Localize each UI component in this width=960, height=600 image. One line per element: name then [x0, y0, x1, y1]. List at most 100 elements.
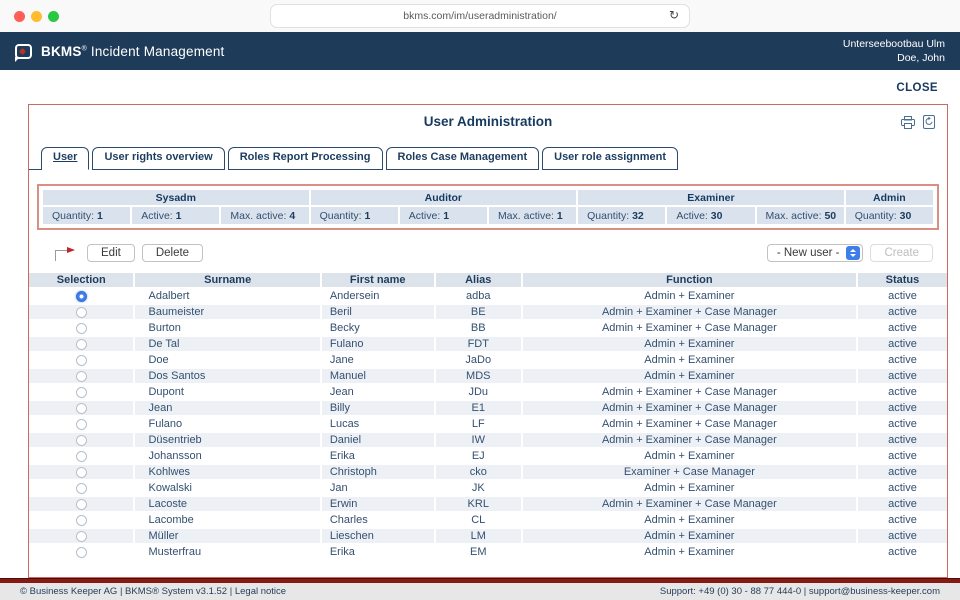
address-bar[interactable]: bkms.com/im/useradministration/ ↻ — [270, 4, 690, 28]
cell-function: Admin + Examiner + Case Manager — [522, 321, 858, 337]
tab-roles-report-processing[interactable]: Roles Report Processing — [227, 147, 383, 170]
table-row: Kohlwes Christoph cko Examiner + Case Ma… — [29, 465, 947, 481]
cell-first-name: Lucas — [321, 417, 436, 433]
cell-status: active — [857, 385, 947, 401]
cell-status: active — [857, 353, 947, 369]
export-document-icon[interactable] — [923, 115, 935, 129]
window-zoom-button[interactable] — [48, 10, 59, 22]
cell-status: active — [857, 481, 947, 497]
tab-user[interactable]: User — [41, 147, 90, 170]
cell-function: Admin + Examiner — [522, 529, 858, 545]
delete-button[interactable]: Delete — [141, 244, 204, 262]
cell-first-name: Andersein — [321, 289, 436, 305]
radio-button[interactable] — [75, 514, 87, 526]
stats-cell: Active: 1 — [132, 207, 220, 224]
role-statistics: Sysadm Auditor Examiner Admin Quantity: 1 Ac… — [37, 184, 939, 230]
radio-button[interactable] — [75, 322, 87, 334]
window-minimize-button[interactable] — [31, 10, 42, 22]
table-row: Burton Becky BB Admin + Examiner + Case … — [29, 321, 947, 337]
cell-surname: Lacoste — [135, 497, 322, 513]
edit-button[interactable]: Edit — [87, 244, 135, 262]
close-button[interactable]: CLOSE — [896, 82, 938, 94]
cell-alias: FDT — [435, 337, 523, 353]
cell-status: active — [857, 401, 947, 417]
new-user-select[interactable]: - New user - — [766, 244, 864, 262]
cell-selection — [29, 433, 136, 449]
cell-surname: Fulano — [135, 417, 322, 433]
cell-function: Examiner + Case Manager — [522, 465, 858, 481]
radio-button[interactable] — [75, 482, 87, 494]
cell-alias: BE — [435, 305, 523, 321]
tab-label: User role assignment — [554, 151, 666, 163]
tab-label: Roles Report Processing — [239, 151, 371, 163]
jump-arrow-icon — [55, 246, 77, 261]
user-administration-panel: User Administration User User rights over… — [28, 104, 948, 578]
radio-button[interactable] — [75, 418, 87, 430]
table-row: Johansson Erika EJ Admin + Examiner acti… — [29, 449, 947, 465]
cell-surname: Burton — [135, 321, 322, 337]
cell-surname: Dos Santos — [135, 369, 322, 385]
cell-function: Admin + Examiner + Case Manager — [522, 417, 858, 433]
window-close-button[interactable] — [14, 10, 25, 22]
footer-support: Support: +49 (0) 30 - 88 77 444-0 | supp… — [659, 586, 940, 597]
cell-function: Admin + Examiner + Case Manager — [522, 497, 858, 513]
table-header-row: Selection Surname First name Alias Funct… — [29, 273, 947, 289]
radio-button[interactable] — [75, 498, 87, 510]
cell-surname: Baumeister — [135, 305, 322, 321]
new-user-select-value: - New user - — [776, 247, 840, 259]
app-header: BKMS® Incident Management Unterseebootba… — [0, 32, 960, 70]
cell-first-name: Erika — [321, 545, 436, 561]
radio-button[interactable] — [75, 530, 87, 542]
cell-surname: Kowalski — [135, 481, 322, 497]
print-icon[interactable] — [901, 115, 915, 129]
stats-role-header: Sysadm — [43, 190, 309, 205]
radio-button[interactable] — [75, 466, 87, 478]
panel-actions — [901, 115, 935, 129]
table-row: De Tal Fulano FDT Admin + Examiner activ… — [29, 337, 947, 353]
radio-button[interactable] — [75, 306, 87, 318]
radio-button[interactable] — [75, 450, 87, 462]
create-button[interactable]: Create — [870, 244, 933, 262]
panel-header: User Administration — [29, 114, 947, 134]
cell-alias: CL — [435, 513, 523, 529]
cell-alias: JaDo — [435, 353, 523, 369]
table-row: Adalbert Andersein adba Admin + Examiner… — [29, 289, 947, 305]
radio-button[interactable] — [75, 354, 87, 366]
reload-icon[interactable]: ↻ — [668, 8, 679, 22]
tab-user-rights-overview[interactable]: User rights overview — [92, 147, 225, 170]
radio-button[interactable] — [75, 386, 87, 398]
brand-name: BKMS — [41, 43, 82, 59]
tab-roles-case-management[interactable]: Roles Case Management — [385, 147, 540, 170]
cell-surname: Jean — [135, 401, 322, 417]
cell-selection — [29, 545, 136, 561]
browser-chrome: bkms.com/im/useradministration/ ↻ — [0, 0, 960, 32]
radio-button[interactable] — [75, 402, 87, 414]
table-row: Musterfrau Erika EM Admin + Examiner act… — [29, 545, 947, 561]
radio-button[interactable] — [75, 434, 87, 446]
stats-cell: Max. active: 50 — [756, 207, 844, 224]
tab-user-role-assignment[interactable]: User role assignment — [542, 147, 678, 170]
cell-selection — [29, 513, 136, 529]
table-row: Lacoste Erwin KRL Admin + Examiner + Cas… — [29, 497, 947, 513]
legal-notice-link[interactable]: Legal notice — [234, 586, 287, 597]
tab-bar: User User rights overview Roles Report Pro… — [29, 147, 947, 170]
cell-selection — [29, 449, 136, 465]
cell-alias: JDu — [435, 385, 523, 401]
cell-status: active — [857, 305, 947, 321]
header-selection: Selection — [29, 273, 136, 289]
select-stepper-icon — [846, 246, 861, 260]
table-row: Lacombe Charles CL Admin + Examiner acti… — [29, 513, 947, 529]
cell-function: Admin + Examiner — [522, 449, 858, 465]
stats-cell: Active: 30 — [667, 207, 755, 224]
organisation-name: Unterseebootbau Ulm — [842, 38, 945, 50]
cell-function: Admin + Examiner — [522, 545, 858, 561]
radio-button[interactable] — [75, 546, 87, 558]
cell-function: Admin + Examiner + Case Manager — [522, 433, 858, 449]
radio-button[interactable] — [75, 338, 87, 350]
radio-button[interactable] — [75, 370, 87, 382]
radio-button[interactable] — [75, 290, 87, 302]
table-row: Dupont Jean JDu Admin + Examiner + Case … — [29, 385, 947, 401]
cell-status: active — [857, 545, 947, 561]
cell-first-name: Billy — [321, 401, 436, 417]
toolbar-right: - New user - Create — [766, 244, 933, 262]
